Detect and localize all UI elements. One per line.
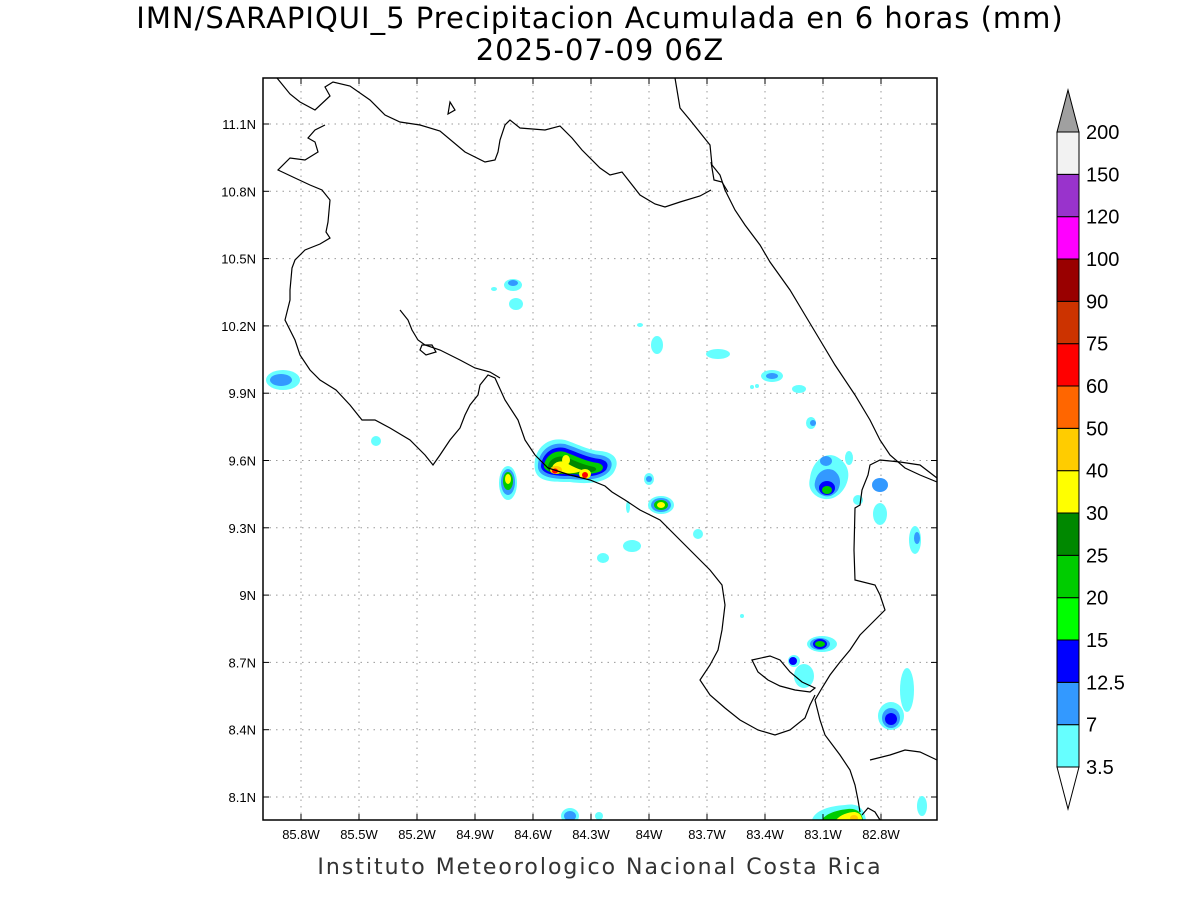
colorbar-label: 200 [1086,122,1119,144]
colorbar-legend: 3.5 7 12.5 15 20 25 30 40 50 60 75 90 100 120 150 200 [1056,88,1125,811]
y-tick-label: 8.4N [229,723,256,738]
colorbar-label: 20 [1086,588,1108,610]
colorbar-swatch [1056,385,1080,429]
y-tick-label: 11.1N [222,117,256,132]
footer-credit: Instituto Meteorologico Nacional Costa R… [317,855,883,880]
precipitation-field [266,279,927,820]
nicoya-island [419,344,437,356]
colorbar-label: 15 [1086,630,1108,652]
map-title: IMN/SARAPIQUI_5 Precipitacion Acumulada … [0,2,1200,66]
colorbar-upper-extend [1056,88,1080,133]
colorbar-swatch [1056,300,1080,345]
colorbar-label: 7 [1086,715,1097,737]
x-axis: 85.8W 85.5W 85.2W 84.9W 84.6W 84.3W 84W 83.7W 83… [282,78,901,842]
coastline-caribbean-inlet [710,161,729,193]
map-frame [262,77,938,821]
coastline-layer [276,78,937,820]
y-tick-label: 10.5N [221,252,256,267]
title-line-1: IMN/SARAPIQUI_5 Precipitacion Acumulada … [136,1,1064,35]
colorbar-swatch [1056,173,1080,218]
colorbar-label: 75 [1086,334,1108,356]
colorbar-label: 100 [1086,249,1119,271]
coastline-nicoya-gulf [399,309,501,379]
y-tick-label: 10.2N [221,319,256,334]
colorbar-swatch [1056,470,1080,514]
colorbar-swatch [1056,554,1080,599]
x-tick-label: 84.9W [456,827,494,842]
map-panel [263,78,937,820]
colorbar-label: 25 [1086,545,1108,567]
precip-cell-east [809,451,853,500]
x-tick-label: 85.2W [398,827,436,842]
colorbar-label: 30 [1086,503,1108,525]
coastline-burica-2 [861,807,881,820]
precip-cell-west [499,466,517,500]
colorbar-swatch [1056,597,1080,641]
colorbar-swatch [1056,131,1080,175]
colorbar-swatch [1056,216,1080,260]
colorbar-label: 120 [1086,207,1119,229]
precip-cell-south-bottom [812,804,866,820]
title-line-2: 2025-07-09 06Z [475,33,725,67]
border-panama [814,459,937,813]
y-tick-label: 9.6N [229,454,256,469]
map-grid [263,78,937,820]
x-tick-label: 84W [636,827,663,842]
colorbar-swatch [1056,258,1080,302]
precip-scattered-medium [270,280,920,820]
x-tick-label: 82.8W [862,827,900,842]
coastline-burica [869,749,937,761]
colorbar-label: 150 [1086,164,1119,186]
coastline-caribbean [674,78,937,483]
colorbar-label: 90 [1086,291,1108,313]
precip-cell-sarapiqui [534,439,617,484]
colorbar-swatch [1056,343,1080,387]
precip-cell-southeast-1 [788,636,837,667]
island-north [447,100,456,116]
y-tick-label: 10.8N [221,184,256,199]
coastline-nicoya-pacific [276,78,712,208]
colorbar-label: 50 [1086,418,1108,440]
x-tick-label: 85.8W [282,827,320,842]
colorbar-swatch [1056,681,1080,726]
colorbar-label: 12.5 [1086,672,1125,694]
colorbar-label: 3.5 [1086,757,1114,779]
x-tick-label: 83.4W [746,827,784,842]
colorbar-swatch [1056,639,1080,683]
y-tick-label: 8.1N [229,790,256,805]
x-tick-label: 83.1W [804,827,842,842]
colorbar-label: 60 [1086,376,1108,398]
y-tick-label: 9.3N [229,521,256,536]
colorbar-swatch [1056,427,1080,472]
x-tick-label: 84.6W [514,827,552,842]
coastline-pacific-west [276,124,816,736]
x-tick-label: 85.5W [340,827,378,842]
colorbar-label: 40 [1086,461,1108,483]
colorbar-swatch [1056,512,1080,556]
x-tick-label: 83.7W [688,827,726,842]
y-tick-label: 8.7N [229,655,256,670]
y-tick-label: 9.9N [229,386,256,401]
precip-cell-southeast-2 [878,702,904,730]
colorbar-swatch [1056,724,1080,768]
coastline-osa [751,655,817,693]
y-axis: 11.1N 10.8N 10.5N 10.2N 9.9N 9.6N 9.3N 9N 8.7N 8.… [221,117,937,805]
x-tick-label: 84.3W [572,827,610,842]
colorbar-lower-extend [1056,766,1080,811]
y-tick-label: 9N [239,588,256,603]
precip-cell-center [644,473,674,514]
